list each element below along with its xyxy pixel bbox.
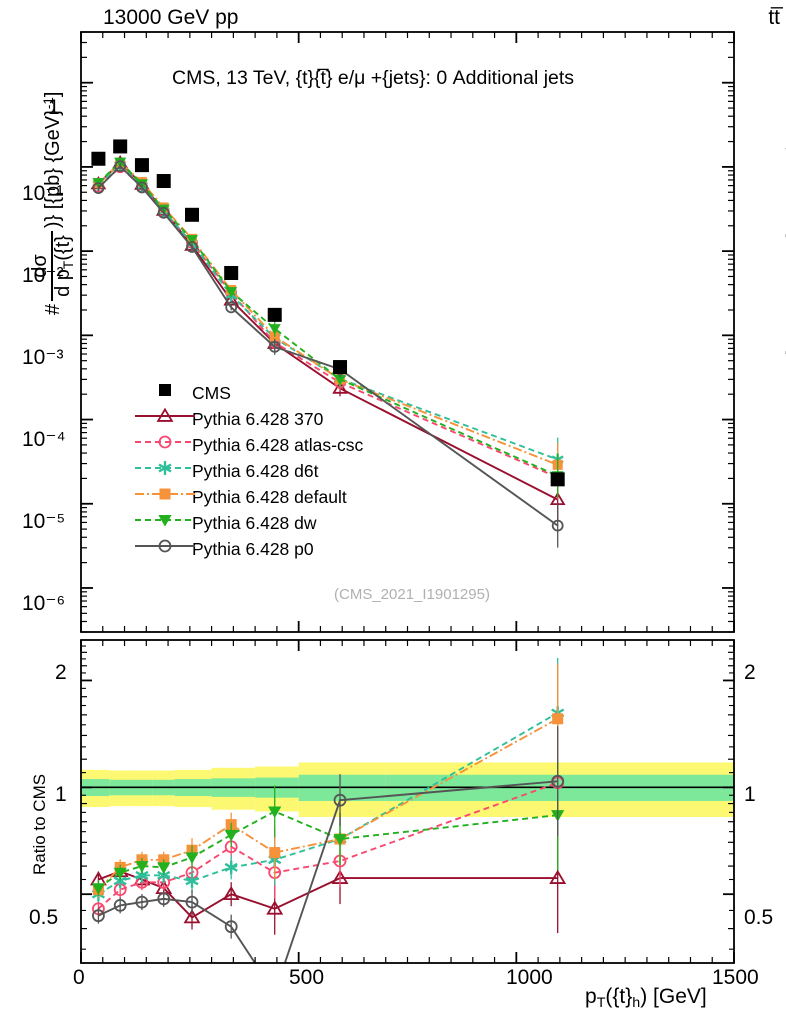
header-process-label: tt̅ <box>768 6 780 29</box>
data-marker-square-filled <box>134 158 149 173</box>
ytick-1e-1: 10⁻¹ <box>22 182 64 205</box>
data-marker-circle-open <box>92 909 105 923</box>
data-marker-circle-open <box>225 301 238 314</box>
data-marker-square-filled <box>333 360 348 375</box>
header-beam-label: 13000 GeV pp <box>103 6 239 29</box>
legend-label-370: Pythia 6.428 370 <box>192 409 324 429</box>
data-marker-circle-open <box>158 539 172 553</box>
data-marker-triangle-down-filled <box>157 862 171 874</box>
ratio-ytick-2-right: 2 <box>744 661 756 684</box>
data-marker-circle-open <box>157 892 171 906</box>
legend-label-default: Pythia 6.428 default <box>192 487 347 507</box>
ytick-1: 1 <box>48 96 60 119</box>
data-marker-triangle-down-filled <box>114 157 127 169</box>
xtick-0: 0 <box>73 966 85 989</box>
data-marker-square-filled <box>550 472 565 487</box>
data-marker-circle-open <box>224 920 238 934</box>
x-axis-title: pT({t}h) [GeV] <box>585 985 707 1011</box>
legend-glyphs <box>135 384 195 553</box>
ytick-1e-6: 10⁻⁶ <box>22 592 66 615</box>
ytick-1e-4: 10⁻⁴ <box>22 428 66 451</box>
data-marker-square-filled <box>113 139 128 154</box>
ratio-ytick-1-right: 1 <box>744 783 756 806</box>
ratio-ytick-05-right: 0.5 <box>744 906 774 929</box>
data-marker-circle-open <box>157 206 170 219</box>
data-marker-triangle-down-filled <box>333 834 347 846</box>
data-marker-square-filled <box>269 847 281 859</box>
ratio-ytick-1-left: 1 <box>55 783 67 806</box>
data-marker-square-filled <box>159 384 171 396</box>
xtick-1000: 1000 <box>506 966 553 989</box>
data-marker-triangle-down-filled <box>186 235 199 246</box>
data-marker-triangle-down-filled <box>135 861 149 873</box>
data-marker-triangle-down-filled <box>91 883 106 895</box>
main-series-line-5 <box>97 164 559 527</box>
data-marker-square-filled <box>552 713 564 725</box>
data-marker-square-filled <box>267 307 282 322</box>
ratio-ytick-2-left: 2 <box>55 661 67 684</box>
data-marker-circle-open <box>114 160 127 173</box>
data-marker-circle-open <box>268 340 281 353</box>
data-marker-circle-open <box>186 241 198 253</box>
data-marker-triangle-down-filled <box>224 829 238 842</box>
main-plot-frame <box>80 31 735 633</box>
data-marker-circle-open <box>135 895 149 909</box>
cms-reference-points <box>91 139 565 487</box>
xtick-500: 500 <box>289 966 325 989</box>
data-marker-triangle-down-filled <box>268 324 281 335</box>
data-marker-triangle-up-open <box>266 900 284 915</box>
data-marker-asterisk <box>185 874 199 888</box>
data-marker-circle-open <box>551 774 565 788</box>
data-marker-circle-open <box>113 898 127 912</box>
legend-label-d6t: Pythia 6.428 d6t <box>192 461 319 481</box>
data-marker-triangle-down-filled <box>113 867 127 880</box>
main-plot-title: CMS, 13 TeV, {t}{t̅} e/μ +{jets}: 0 Addi… <box>172 67 575 89</box>
data-marker-triangle-down-filled <box>334 374 347 386</box>
data-marker-asterisk <box>224 860 238 875</box>
ratio-series-line-2 <box>97 712 559 896</box>
data-marker-triangle-down-filled <box>268 806 282 819</box>
data-marker-triangle-up-open <box>183 909 201 924</box>
data-marker-triangle-down-filled <box>225 287 238 298</box>
ytick-1e-2: 10⁻² <box>22 264 64 287</box>
data-marker-asterisk <box>158 461 172 475</box>
data-marker-triangle-up-open <box>156 407 174 422</box>
data-marker-square-filled <box>156 174 171 189</box>
data-marker-triangle-up-open <box>222 885 240 901</box>
data-marker-triangle-down-filled <box>185 852 199 864</box>
xtick-1500: 1500 <box>712 966 759 989</box>
data-marker-circle-open <box>92 182 105 195</box>
legend-label-cms: CMS <box>192 383 231 403</box>
ratio-ytick-05-left: 0.5 <box>29 906 59 929</box>
legend-label-atlas-csc: Pythia 6.428 atlas-csc <box>192 435 364 455</box>
data-marker-square-filled <box>224 265 239 280</box>
axes-frames <box>80 31 735 964</box>
data-marker-triangle-up-open <box>549 869 567 884</box>
data-marker-circle-open <box>158 435 172 449</box>
analysis-id-watermark: (CMS_2021_I1901295) <box>334 586 490 603</box>
ytick-1e-5: 10⁻⁵ <box>22 510 66 533</box>
ratio-series-group <box>89 657 567 963</box>
data-marker-circle-open <box>333 793 347 807</box>
data-marker-circle-open <box>136 181 148 194</box>
data-marker-triangle-down-filled <box>158 515 172 527</box>
data-marker-circle-open <box>551 519 564 532</box>
data-marker-square-filled <box>159 488 171 500</box>
data-marker-circle-open <box>185 895 199 909</box>
data-marker-square-filled <box>91 151 106 166</box>
ratio-uncertainty-bands <box>81 762 734 817</box>
data-marker-square-filled <box>185 207 200 222</box>
legend-label-p0: Pythia 6.428 p0 <box>192 539 314 559</box>
legend-label-dw: Pythia 6.428 dw <box>192 513 317 533</box>
ytick-1e-3: 10⁻³ <box>22 346 64 369</box>
